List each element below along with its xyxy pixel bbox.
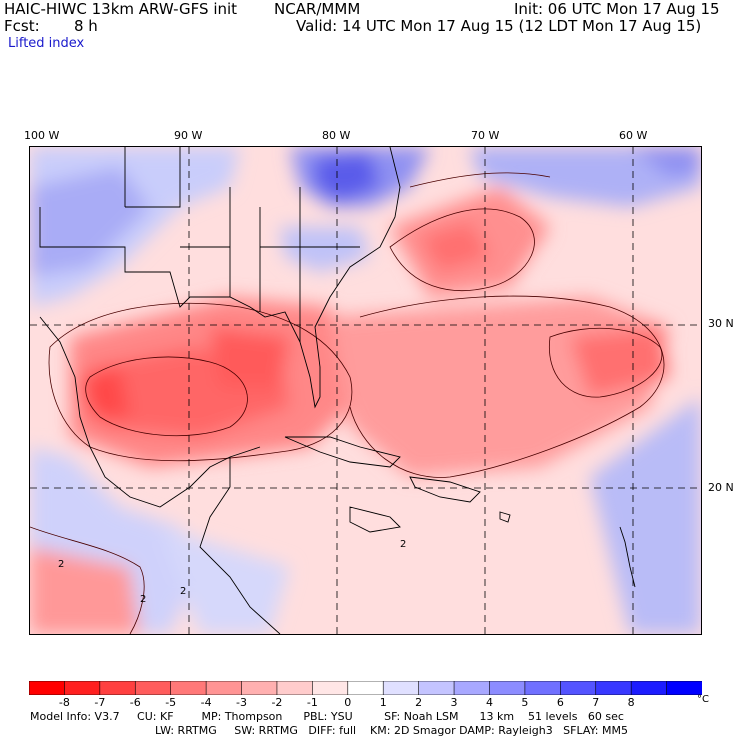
field-name: Lifted index [8,36,85,51]
colorbar-tick-label: 8 [627,696,635,709]
colorbar-tick-label: 2 [415,696,423,709]
colorbar-swatch [170,680,207,696]
colorbar-swatch [241,680,278,696]
colorbar-swatch [453,680,491,696]
colorbar [28,680,703,696]
colorbar-tick-label: -3 [236,696,247,709]
colorbar-tick-label: -4 [200,696,212,709]
model-info-line1: Model Info: V3.7 CU: KF MP: Thompson PBL… [30,710,624,723]
colorbar-tick-label: 4 [485,696,493,709]
colorbar-swatch [134,680,172,696]
lat-label-30n: 30 N [708,317,734,330]
lon-label-100w: 100 W [24,129,60,142]
colorbar-swatch [28,680,66,696]
colorbar-tick-label: -1 [306,696,318,709]
colorbar-tick-label: -8 [58,696,70,709]
colorbar-tick-label: 7 [592,696,600,709]
colorbar-tick-label: 3 [450,696,458,709]
coastlines [39,147,636,634]
colorbar-swatch [64,680,101,696]
colorbar-swatch [205,680,243,696]
colorbar-swatch [489,680,526,696]
colorbar-tick-label: 5 [521,696,529,709]
colorbar-tick-label: 6 [556,696,564,709]
init-time: Init: 06 UTC Mon 17 Aug 15 [514,0,720,18]
colorbar-swatch [347,680,385,696]
colorbar-tick-label: -5 [165,696,177,709]
colorbar-tick-label: -2 [271,696,283,709]
model-title: HAIC-HIWC 13km ARW-GFS init [4,0,238,18]
organization-label: NCAR/MMM [274,0,361,18]
colorbar-swatch [666,680,703,696]
forecast-label: Fcst: [4,17,40,35]
colorbar-unit: °C [697,694,709,705]
colorbar-swatch [418,680,455,696]
contour-label: 2 [140,594,146,605]
colorbar-tick-label: 1 [379,696,387,709]
colorbar-swatch [560,680,597,696]
lon-label-70w: 70 W [471,129,500,142]
colorbar-swatch [524,680,562,696]
colorbar-swatches [28,680,703,696]
colorbar-swatch [382,680,420,696]
colorbar-swatch [99,680,137,696]
forecast-hour: 8 h [74,17,98,35]
colorbar-tick-label: 0 [344,696,352,709]
contour-label: 2 [180,586,186,597]
colorbar-swatch [276,680,314,696]
contour-label: 2 [58,559,64,570]
colorbar-tick-label: -7 [94,696,106,709]
lon-label-60w: 60 W [619,129,648,142]
model-info-line2: LW: RRTMG SW: RRTMG DIFF: full KM: 2D Sm… [155,724,628,737]
map-canvas: 2 2 2 2 [30,147,701,634]
field-shading [30,147,701,634]
colorbar-swatch [630,680,668,696]
lifted-index-map[interactable]: 2 2 2 2 [29,146,702,635]
valid-time: Valid: 14 UTC Mon 17 Aug 15 (12 LDT Mon … [296,17,702,35]
lon-label-90w: 90 W [174,129,203,142]
latlon-grid [30,147,701,634]
colorbar-tick-label: -6 [129,696,141,709]
lat-label-20n: 20 N [708,481,734,494]
colorbar-swatch [595,680,632,696]
contour-label: 2 [400,539,406,550]
colorbar-swatch [312,680,349,696]
lon-label-80w: 80 W [322,129,351,142]
